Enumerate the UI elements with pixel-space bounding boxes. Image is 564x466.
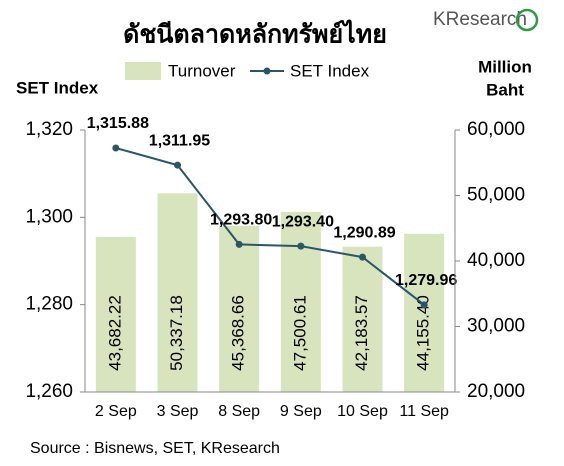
x-tick-label: 10 Sep [337,403,388,420]
legend-marker [263,67,271,75]
legend-label: Turnover [168,61,236,80]
y-tick-label: 1,320 [25,119,73,140]
bar [219,225,260,392]
logo-icon [515,8,539,32]
y2-tick-label: 60,000 [467,119,525,140]
y2-tick-label: 20,000 [467,381,525,402]
bar-value-label: 47,500.61 [290,295,309,371]
y2-axis-label: Million [478,57,532,76]
x-tick-label: 8 Sep [218,403,260,420]
bar-value-label: 43,682.22 [105,295,124,371]
line-marker [297,242,305,250]
line-value-label: 1,279.96 [395,272,457,289]
line-value-label: 1,290.89 [333,224,395,241]
y-tick-label: 1,280 [25,294,73,315]
x-tick-label: 11 Sep [399,403,449,420]
line-marker [235,240,243,248]
bar-value-label: 45,368.66 [229,295,248,371]
source-note: Source : Bisnews, SET, KResearch [30,440,280,457]
bar [157,193,198,392]
line-marker [420,301,428,309]
x-tick-label: 9 Sep [280,403,322,420]
y2-tick-label: 50,000 [467,185,525,206]
legend-swatch [125,62,161,80]
line-value-label: 1,293.40 [272,213,334,230]
bar-value-label: 42,183.57 [352,295,371,371]
line-value-label: 1,311.95 [149,132,211,149]
bar-value-label: 50,337.18 [167,295,186,371]
y2-axis-label: Baht [486,80,524,99]
y2-tick-label: 40,000 [467,250,525,271]
bar [95,236,136,392]
bar-value-label: 44,155.40 [414,295,433,371]
x-tick-label: 3 Sep [157,403,199,420]
chart-title: ดัชนีตลาดหลักทรัพย์ไทย [123,19,387,49]
y2-tick-label: 30,000 [467,316,525,337]
legend-label: SET Index [290,61,370,80]
logo: KResearch [433,9,527,30]
line-value-label: 1,315.88 [87,115,149,132]
bar [342,246,383,392]
line-marker [112,144,120,152]
y-tick-label: 1,300 [25,206,73,227]
bar [404,233,445,392]
y-tick-label: 1,260 [25,381,73,402]
y-axis-label: SET Index [16,78,99,97]
line-value-label: 1,293.80 [210,212,272,229]
bar [280,211,321,392]
line-marker [359,253,366,261]
line-marker [174,161,181,169]
line [115,147,425,306]
x-tick-label: 2 Sep [95,403,137,420]
